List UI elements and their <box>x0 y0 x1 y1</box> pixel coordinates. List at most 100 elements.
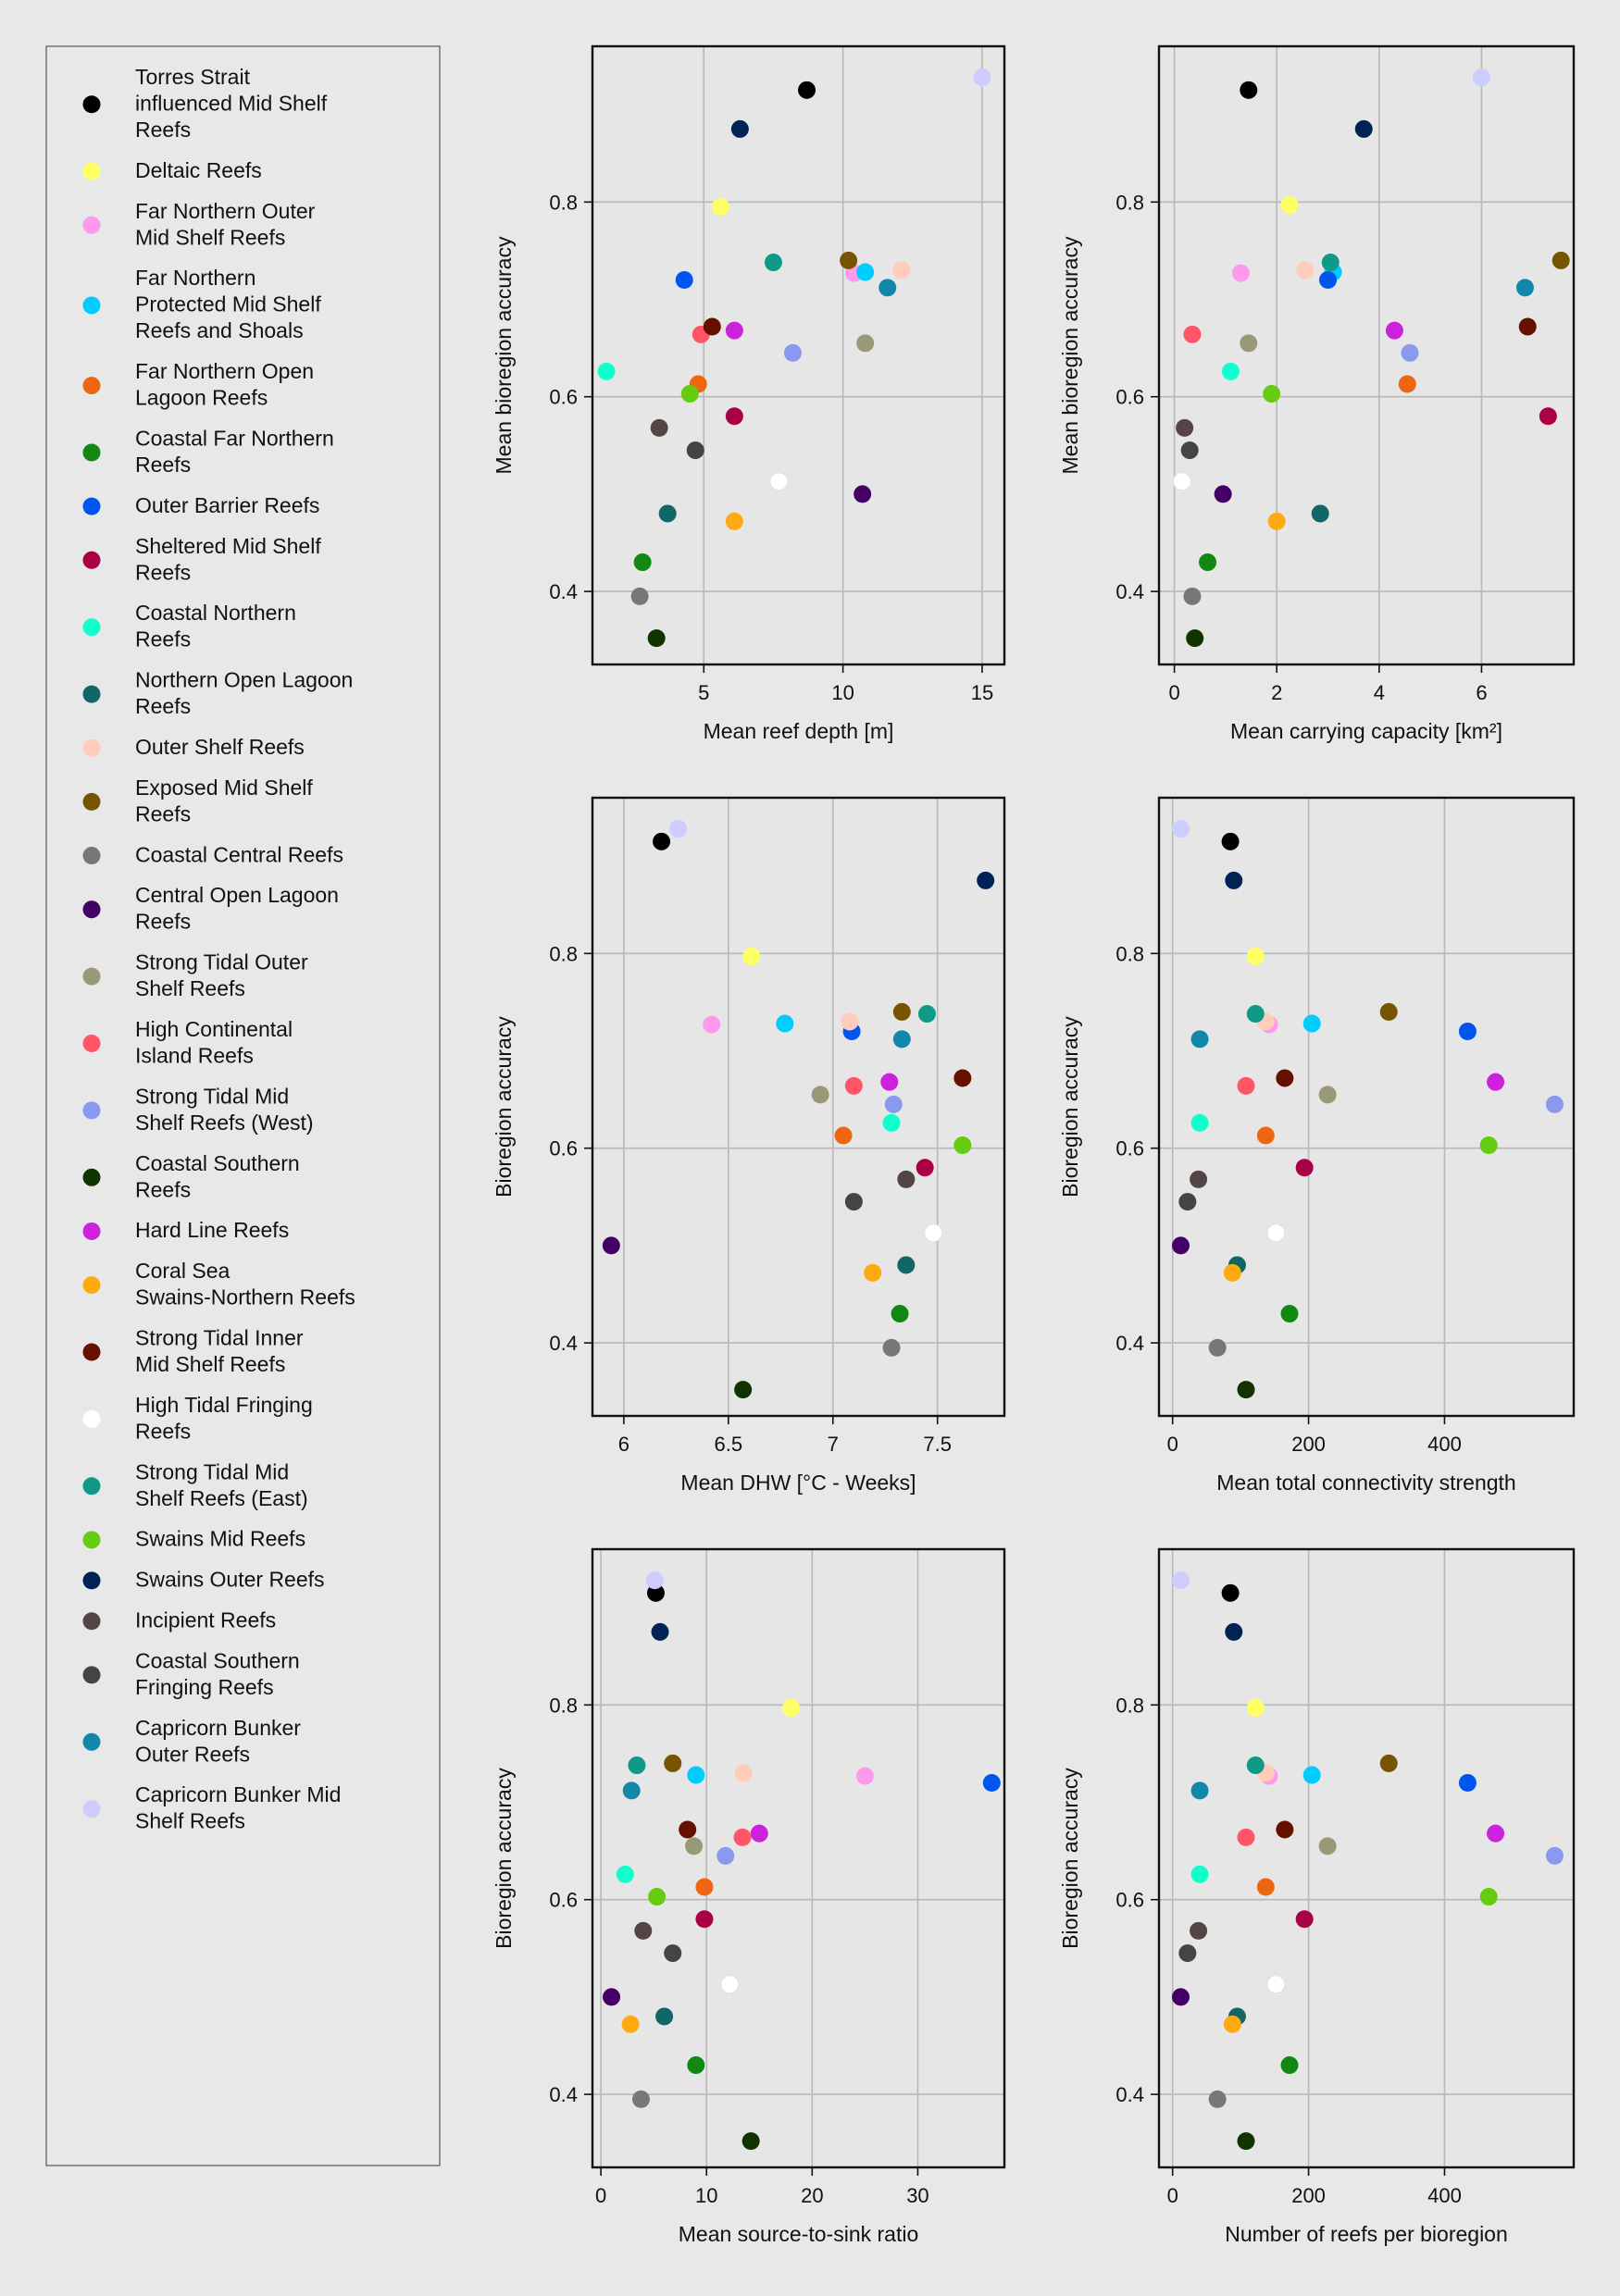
legend-entry: Capricorn Bunker Mid Shelf Reefs <box>82 1782 341 1833</box>
scatter-panel: 6 6.5 7 7.5 0.4 0.6 0.8 Mean DHW [°C - Weeks] Bi… <box>492 796 1006 1495</box>
data-point <box>1178 1193 1197 1211</box>
data-point <box>769 472 789 491</box>
legend-entry: Coastal Southern Fringing Reefs <box>82 1648 300 1699</box>
legend-label: Capricorn Bunker Outer Reefs <box>135 1716 301 1767</box>
data-point <box>1280 195 1299 214</box>
plot-area <box>1159 46 1574 664</box>
plot-frame <box>591 1547 1006 2169</box>
x-tick-label: 200 <box>1291 1433 1326 1456</box>
scatter-panel: 0 200 400 0.4 0.6 0.8 Mean total connectivity … <box>1058 796 1576 1495</box>
y-tick-label: 0.8 <box>1115 942 1144 965</box>
data-point <box>685 1837 704 1855</box>
x-tick-label: 4 <box>1374 681 1385 704</box>
legend-marker <box>82 1612 101 1631</box>
data-point <box>597 362 616 380</box>
data-point <box>687 1766 705 1784</box>
legend-label: Coastal Central Reefs <box>135 842 343 866</box>
data-point <box>1246 1005 1265 1024</box>
data-point <box>1385 321 1403 340</box>
legend-marker <box>82 967 101 986</box>
x-tick-label: 0 <box>1167 2184 1178 2207</box>
data-point <box>750 1824 768 1843</box>
legend-marker <box>82 1531 101 1549</box>
data-point <box>1318 1086 1337 1104</box>
legend-label: Hard Line Reefs <box>135 1218 289 1242</box>
data-point <box>1479 1136 1498 1155</box>
data-point <box>1237 1076 1255 1095</box>
data-point <box>1183 587 1202 605</box>
legend-label: Strong Tidal Inner Mid Shelf Reefs <box>135 1326 304 1377</box>
x-axis-label: Mean source-to-sink ratio <box>679 2222 919 2246</box>
data-point <box>1178 1944 1197 1963</box>
x-tick-label: 10 <box>831 681 854 704</box>
y-tick-label: 0.8 <box>1115 1694 1144 1717</box>
x-axis-label: Mean total connectivity strength <box>1216 1471 1515 1495</box>
data-point <box>717 1846 735 1865</box>
y-tick-label: 0.6 <box>1115 1137 1144 1160</box>
data-point <box>1176 418 1194 437</box>
x-axis-label: Mean carrying capacity [km²] <box>1230 719 1502 743</box>
data-point <box>1237 1828 1255 1846</box>
x-tick-label: 15 <box>971 681 993 704</box>
legend-entry: Swains Outer Reefs <box>82 1568 325 1592</box>
legend-label: Far Northern Outer Mid Shelf Reefs <box>135 199 316 249</box>
y-tick-label: 0.4 <box>549 2083 578 2106</box>
data-point <box>1246 947 1265 965</box>
data-point <box>703 1015 721 1034</box>
y-axis-label: Bioregion accuracy <box>1058 1016 1082 1198</box>
legend-entry: Torres Strait influenced Mid Shelf Reefs <box>82 65 328 142</box>
plot-area <box>1159 798 1574 1416</box>
data-point <box>679 1820 697 1839</box>
data-point <box>1208 2090 1227 2108</box>
data-point <box>651 1622 669 1641</box>
legend-label: Swains Mid Reefs <box>135 1527 305 1551</box>
legend-entry: Deltaic Reefs <box>82 158 262 182</box>
data-point <box>647 629 666 648</box>
data-point <box>1190 1030 1209 1049</box>
legend-entry: Strong Tidal Inner Mid Shelf Reefs <box>82 1326 304 1377</box>
scatter-panel: 0 2 4 6 0.4 0.6 0.8 Mean carrying capacity [km²… <box>1058 44 1576 743</box>
legend-label: Coastal Northern Reefs <box>135 601 296 652</box>
data-point <box>856 334 875 353</box>
legend-marker <box>82 1101 101 1120</box>
data-point <box>776 1014 794 1033</box>
data-point <box>1221 1583 1240 1602</box>
data-point <box>783 343 802 362</box>
legend-entry: Coral Sea Swains-Northern Reefs <box>82 1259 355 1309</box>
data-point <box>1302 1766 1321 1784</box>
data-point <box>1551 251 1570 269</box>
y-tick-label: 0.4 <box>1115 2083 1144 2106</box>
x-axis-label: Number of reefs per bioregion <box>1225 2222 1508 2246</box>
legend-label: Outer Barrier Reefs <box>135 493 319 517</box>
x-tick-label: 200 <box>1291 2184 1326 2207</box>
legend-entry: Far Northern Open Lagoon Reefs <box>82 359 314 410</box>
legend-label: Northern Open Lagoon Reefs <box>135 668 353 719</box>
x-tick-label: 0 <box>595 2184 606 2207</box>
data-point <box>1515 279 1534 297</box>
data-point <box>1172 472 1191 491</box>
legend-label: Far Northern Protected Mid Shelf Reefs and… <box>135 266 321 342</box>
scatter-panel: 0 10 20 30 0.4 0.6 0.8 Mean source-to-sink rati… <box>492 1547 1006 2246</box>
legend-label: Swains Outer Reefs <box>135 1568 325 1592</box>
data-point <box>1266 1223 1286 1243</box>
data-point <box>1518 317 1537 336</box>
legend-label: High Continental Island Reefs <box>135 1017 293 1068</box>
x-tick-label: 0 <box>1167 1433 1178 1456</box>
data-point <box>855 1767 874 1785</box>
data-point <box>1545 1095 1564 1113</box>
data-point <box>856 263 875 281</box>
data-point <box>897 1256 916 1274</box>
x-tick-label: 5 <box>698 681 709 704</box>
legend-label: Coral Sea Swains-Northern Reefs <box>135 1259 355 1309</box>
data-point <box>1172 1236 1190 1255</box>
legend-marker <box>82 1168 101 1186</box>
legend-label: Sheltered Mid Shelf Reefs <box>135 534 321 585</box>
data-point <box>1379 1002 1398 1021</box>
data-point <box>1280 1305 1299 1323</box>
data-point <box>695 1910 714 1929</box>
legend-entry: Coastal Far Northern Reefs <box>82 427 334 477</box>
legend-entry: Coastal Central Reefs <box>82 842 343 866</box>
data-point <box>1183 325 1202 343</box>
legend-entry: Northern Open Lagoon Reefs <box>82 668 353 719</box>
